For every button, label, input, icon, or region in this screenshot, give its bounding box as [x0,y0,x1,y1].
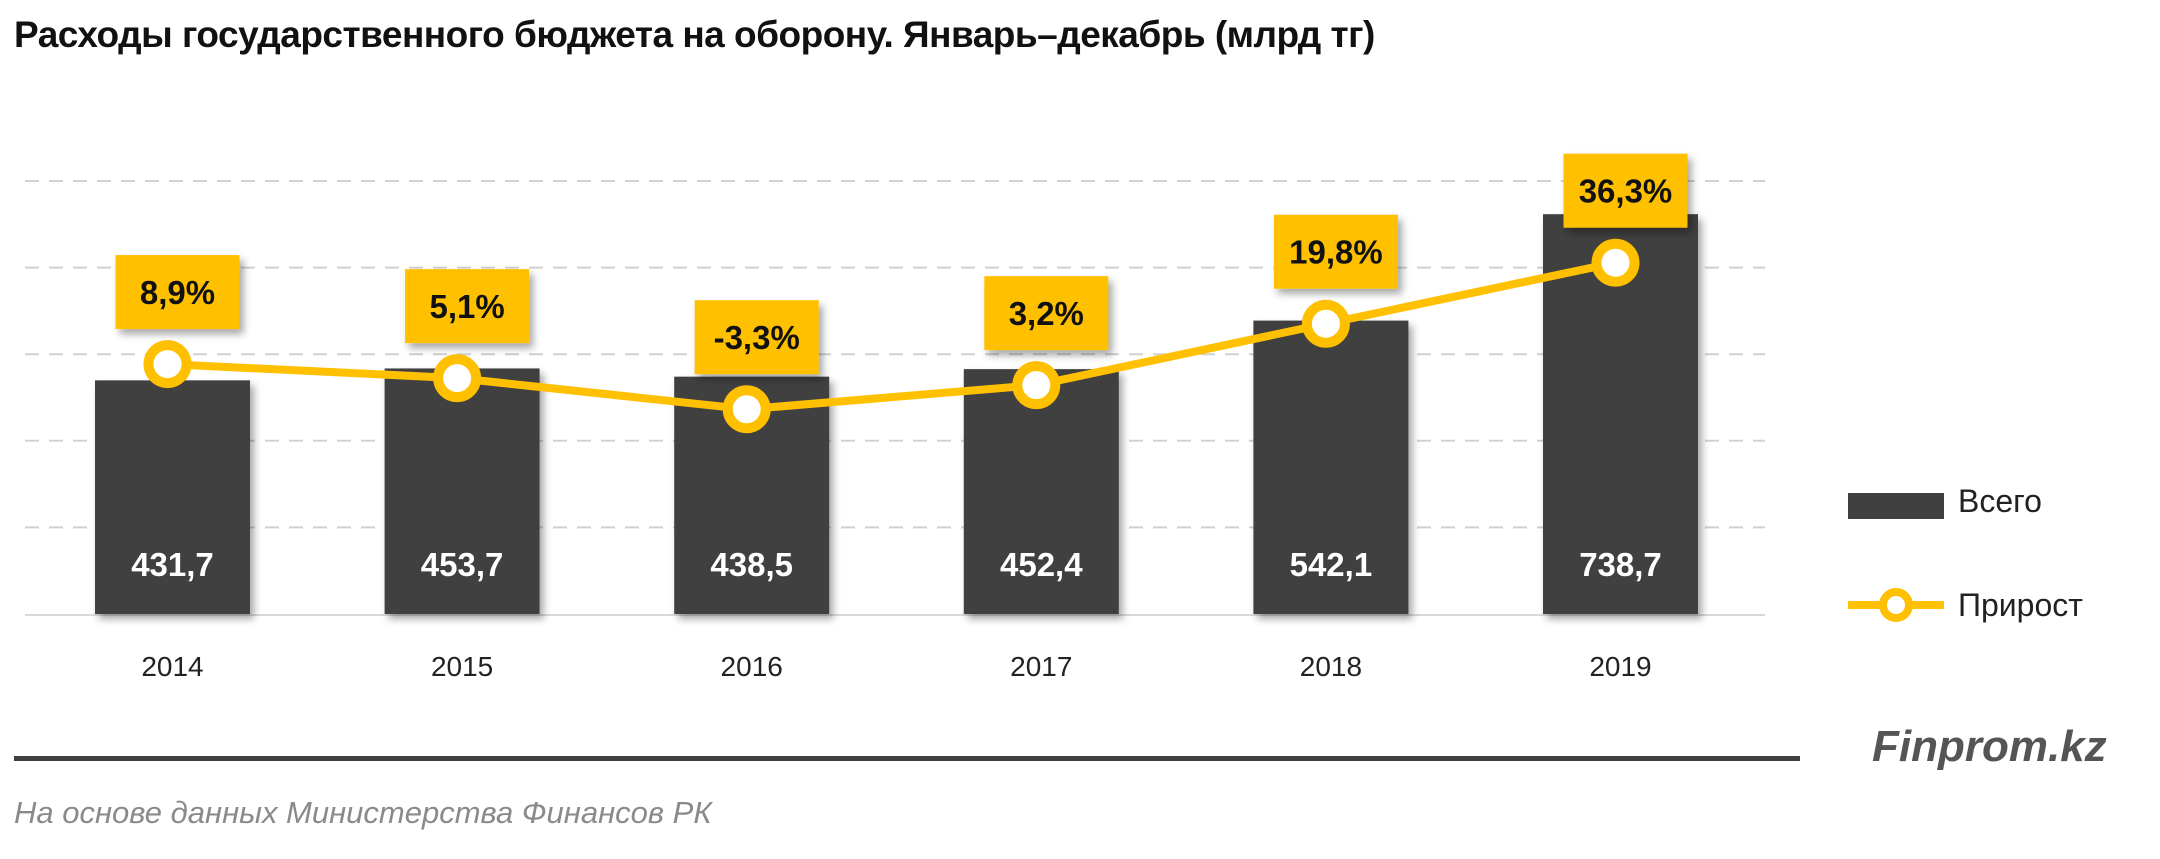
chart-title: Расходы государственного бюджета на обор… [14,14,1375,55]
bar-value-label-2014: 431,7 [131,546,214,583]
growth-point-2014 [143,340,192,389]
growth-label-2014: 8,9% [140,274,215,311]
x-tick-label-2016: 2016 [721,651,783,682]
bar-2017 [963,369,1119,614]
x-tick-label-2019: 2019 [1589,651,1651,682]
legend-swatch-total [1848,493,1944,519]
growth-label-box-2017 [984,276,1109,351]
growth-label-2017: 3,2% [1009,295,1084,332]
growth-label-2019: 36,3% [1579,173,1673,210]
bar-value-label-2017: 452,4 [1000,546,1083,583]
bar-value-label-2019: 738,7 [1579,546,1662,583]
growth-point-2017 [1012,361,1061,410]
bar-2015 [384,368,540,614]
growth-label-2018: 19,8% [1289,234,1383,271]
legend-label-total: Всего [1958,483,2042,519]
footer-divider [14,756,1800,761]
x-tick-label-2014: 2014 [141,651,203,682]
bar-value-label-2018: 542,1 [1290,546,1373,583]
growth-point-2016 [722,385,771,434]
brand-logo: Finprom.kz [1872,722,2107,771]
growth-label-2016: -3,3% [714,319,800,356]
growth-label-2015: 5,1% [429,288,504,325]
legend-label-growth: Прирост [1958,587,2083,623]
growth-point-2019 [1591,238,1640,287]
growth-point-2015 [433,354,482,403]
growth-line [167,258,1617,414]
x-tick-label-2017: 2017 [1010,651,1072,682]
bar-2014 [95,380,250,614]
growth-label-box-2015 [405,269,530,344]
growth-label-box-2019 [1563,153,1688,228]
growth-point-2018 [1301,299,1350,348]
growth-label-box-2014 [115,255,240,330]
bar-2018 [1253,320,1409,614]
bar-value-label-2015: 453,7 [421,546,504,583]
growth-label-box-2018 [1273,214,1398,289]
x-tick-label-2015: 2015 [431,651,493,682]
x-tick-label-2018: 2018 [1300,651,1362,682]
bar-value-label-2016: 438,5 [710,546,793,583]
source-note: На основе данных Министерства Финансов Р… [14,795,712,830]
legend-swatch-growth-marker [1879,588,1913,622]
growth-label-box-2016 [694,300,819,375]
